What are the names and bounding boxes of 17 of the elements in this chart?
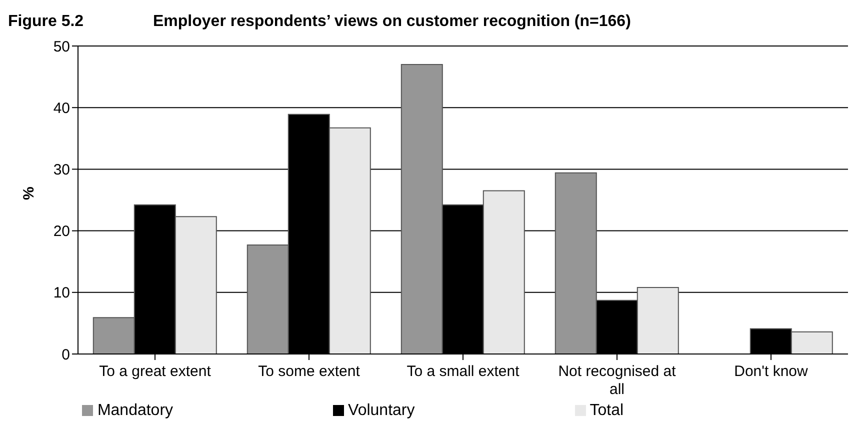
legend-label: Total bbox=[590, 402, 624, 419]
y-tick-label: 20 bbox=[53, 223, 70, 240]
y-tick-label: 0 bbox=[62, 346, 70, 364]
x-tick-label: Don't know bbox=[734, 363, 808, 380]
legend-label: Voluntary bbox=[348, 402, 415, 419]
x-tick-label: Not recognised at all bbox=[558, 363, 677, 398]
y-tick-label: 30 bbox=[53, 162, 70, 179]
y-tick-label: 40 bbox=[53, 100, 70, 117]
y-axis-title: % bbox=[20, 186, 38, 200]
chart-subtitle: Employer respondents’ views on customer recognition (n=166) bbox=[153, 13, 631, 31]
x-tick-label: To a small extent bbox=[406, 363, 520, 380]
chart-title: Figure 5.2 bbox=[8, 13, 85, 31]
y-tick-label: 50 bbox=[53, 38, 70, 56]
x-tick-label: To a great extent bbox=[99, 363, 212, 380]
y-tick-label: 10 bbox=[53, 284, 70, 302]
x-tick-label: To some extent bbox=[258, 363, 361, 380]
legend-label: Mandatory bbox=[97, 402, 174, 419]
